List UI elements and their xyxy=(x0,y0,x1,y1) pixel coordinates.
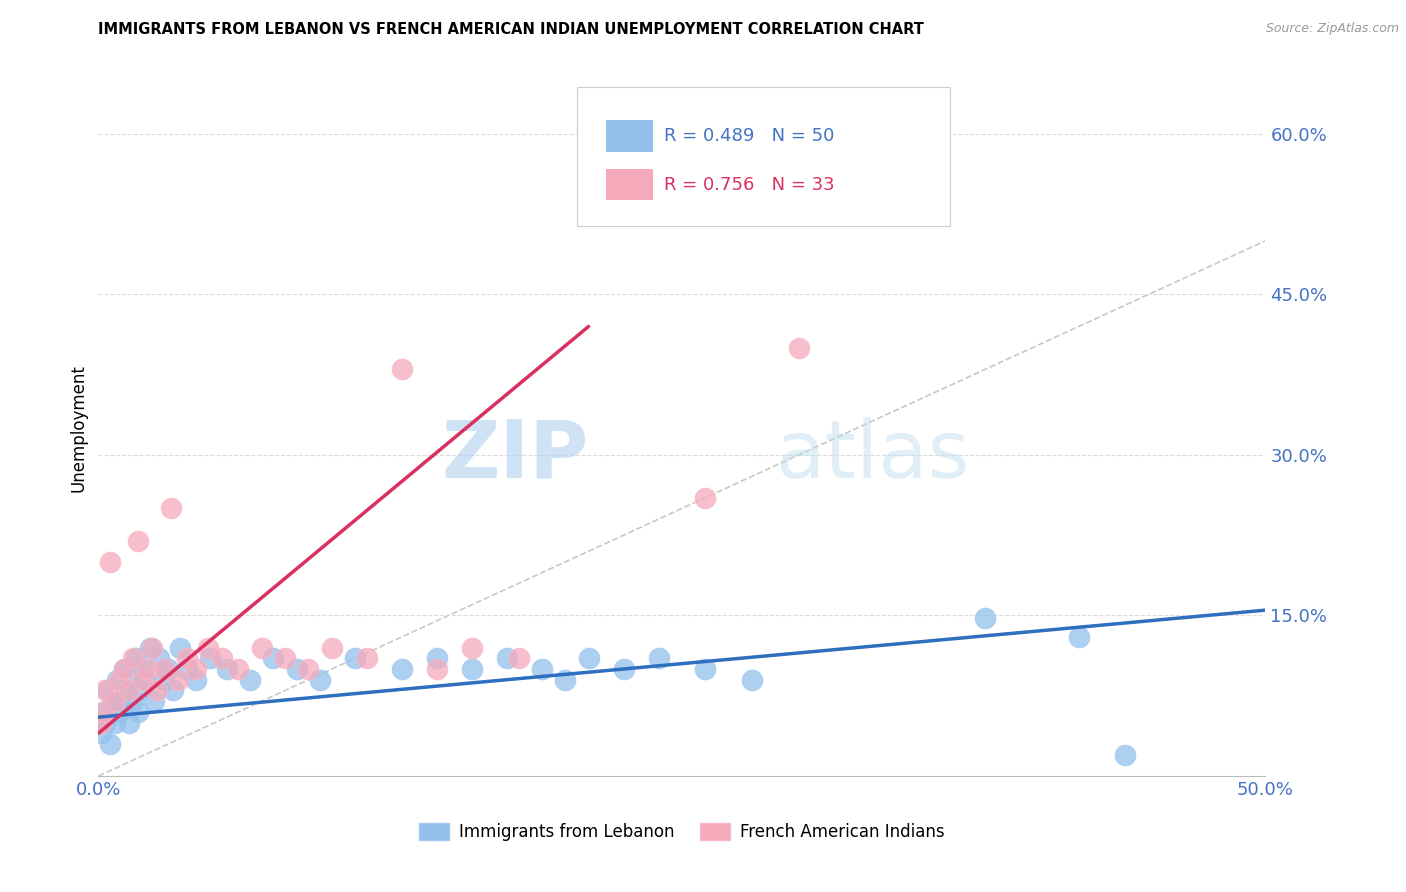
Bar xyxy=(606,169,652,201)
Point xyxy=(125,651,148,665)
Point xyxy=(146,683,169,698)
Point xyxy=(613,662,636,676)
Point xyxy=(344,651,367,665)
Point xyxy=(530,662,553,676)
Point xyxy=(136,662,159,676)
Point xyxy=(215,662,238,676)
Point xyxy=(90,715,112,730)
Point xyxy=(695,491,717,505)
Point xyxy=(356,651,378,665)
Point xyxy=(211,651,233,665)
Point xyxy=(787,341,810,355)
Point xyxy=(741,673,763,687)
Point xyxy=(91,705,114,719)
Point xyxy=(169,640,191,655)
Point xyxy=(91,705,114,719)
Point xyxy=(321,640,343,655)
Point xyxy=(166,673,188,687)
Point xyxy=(90,726,112,740)
Text: IMMIGRANTS FROM LEBANON VS FRENCH AMERICAN INDIAN UNEMPLOYMENT CORRELATION CHART: IMMIGRANTS FROM LEBANON VS FRENCH AMERIC… xyxy=(98,22,924,37)
Y-axis label: Unemployment: Unemployment xyxy=(69,364,87,492)
Text: atlas: atlas xyxy=(775,417,970,495)
Point xyxy=(974,610,997,624)
Text: Source: ZipAtlas.com: Source: ZipAtlas.com xyxy=(1265,22,1399,36)
Point xyxy=(118,683,141,698)
Point xyxy=(554,673,576,687)
Point xyxy=(104,715,127,730)
Bar xyxy=(606,120,652,152)
Point xyxy=(162,683,184,698)
Point xyxy=(112,662,135,676)
Point xyxy=(111,694,134,708)
Point xyxy=(426,651,449,665)
Point xyxy=(132,673,155,687)
Point xyxy=(104,694,127,708)
Text: R = 0.489   N = 50: R = 0.489 N = 50 xyxy=(665,127,835,145)
Point xyxy=(647,651,669,665)
Point xyxy=(1067,630,1090,644)
Point xyxy=(176,662,198,676)
Point xyxy=(97,683,120,698)
Point xyxy=(127,533,149,548)
Point xyxy=(495,651,517,665)
Point xyxy=(105,673,128,687)
Point xyxy=(200,651,222,665)
Point xyxy=(94,683,117,698)
Point xyxy=(461,640,484,655)
Point xyxy=(127,705,149,719)
Text: R = 0.756   N = 33: R = 0.756 N = 33 xyxy=(665,176,835,194)
Point xyxy=(159,501,181,516)
Point xyxy=(129,683,152,698)
Point xyxy=(508,651,530,665)
Point xyxy=(98,737,121,751)
Point xyxy=(152,662,174,676)
Point xyxy=(695,662,717,676)
Point xyxy=(148,651,170,665)
Text: ZIP: ZIP xyxy=(441,417,589,495)
Point xyxy=(108,705,131,719)
Point xyxy=(176,651,198,665)
Point xyxy=(391,662,413,676)
Point xyxy=(134,673,156,687)
Point xyxy=(391,362,413,376)
Point xyxy=(132,662,155,676)
Point xyxy=(143,694,166,708)
Point xyxy=(98,555,121,569)
Point xyxy=(197,640,219,655)
Point xyxy=(94,715,117,730)
Point xyxy=(239,673,262,687)
Point xyxy=(152,673,174,687)
Point xyxy=(262,651,284,665)
Point xyxy=(122,694,145,708)
Point xyxy=(309,673,332,687)
Point xyxy=(141,640,163,655)
Point xyxy=(426,662,449,676)
Point xyxy=(186,662,208,676)
Point xyxy=(120,673,142,687)
Point xyxy=(186,673,208,687)
Point xyxy=(139,640,162,655)
Point xyxy=(461,662,484,676)
Point xyxy=(274,651,297,665)
Point xyxy=(1114,747,1136,762)
Point xyxy=(101,694,124,708)
Point xyxy=(112,662,135,676)
Point xyxy=(250,640,273,655)
Point xyxy=(578,651,600,665)
Point xyxy=(118,715,141,730)
Point xyxy=(297,662,319,676)
Point xyxy=(228,662,250,676)
Point xyxy=(122,651,145,665)
Point xyxy=(157,662,180,676)
Point xyxy=(285,662,308,676)
Point xyxy=(115,683,138,698)
Legend: Immigrants from Lebanon, French American Indians: Immigrants from Lebanon, French American… xyxy=(413,816,950,847)
FancyBboxPatch shape xyxy=(576,87,950,227)
Point xyxy=(108,673,131,687)
